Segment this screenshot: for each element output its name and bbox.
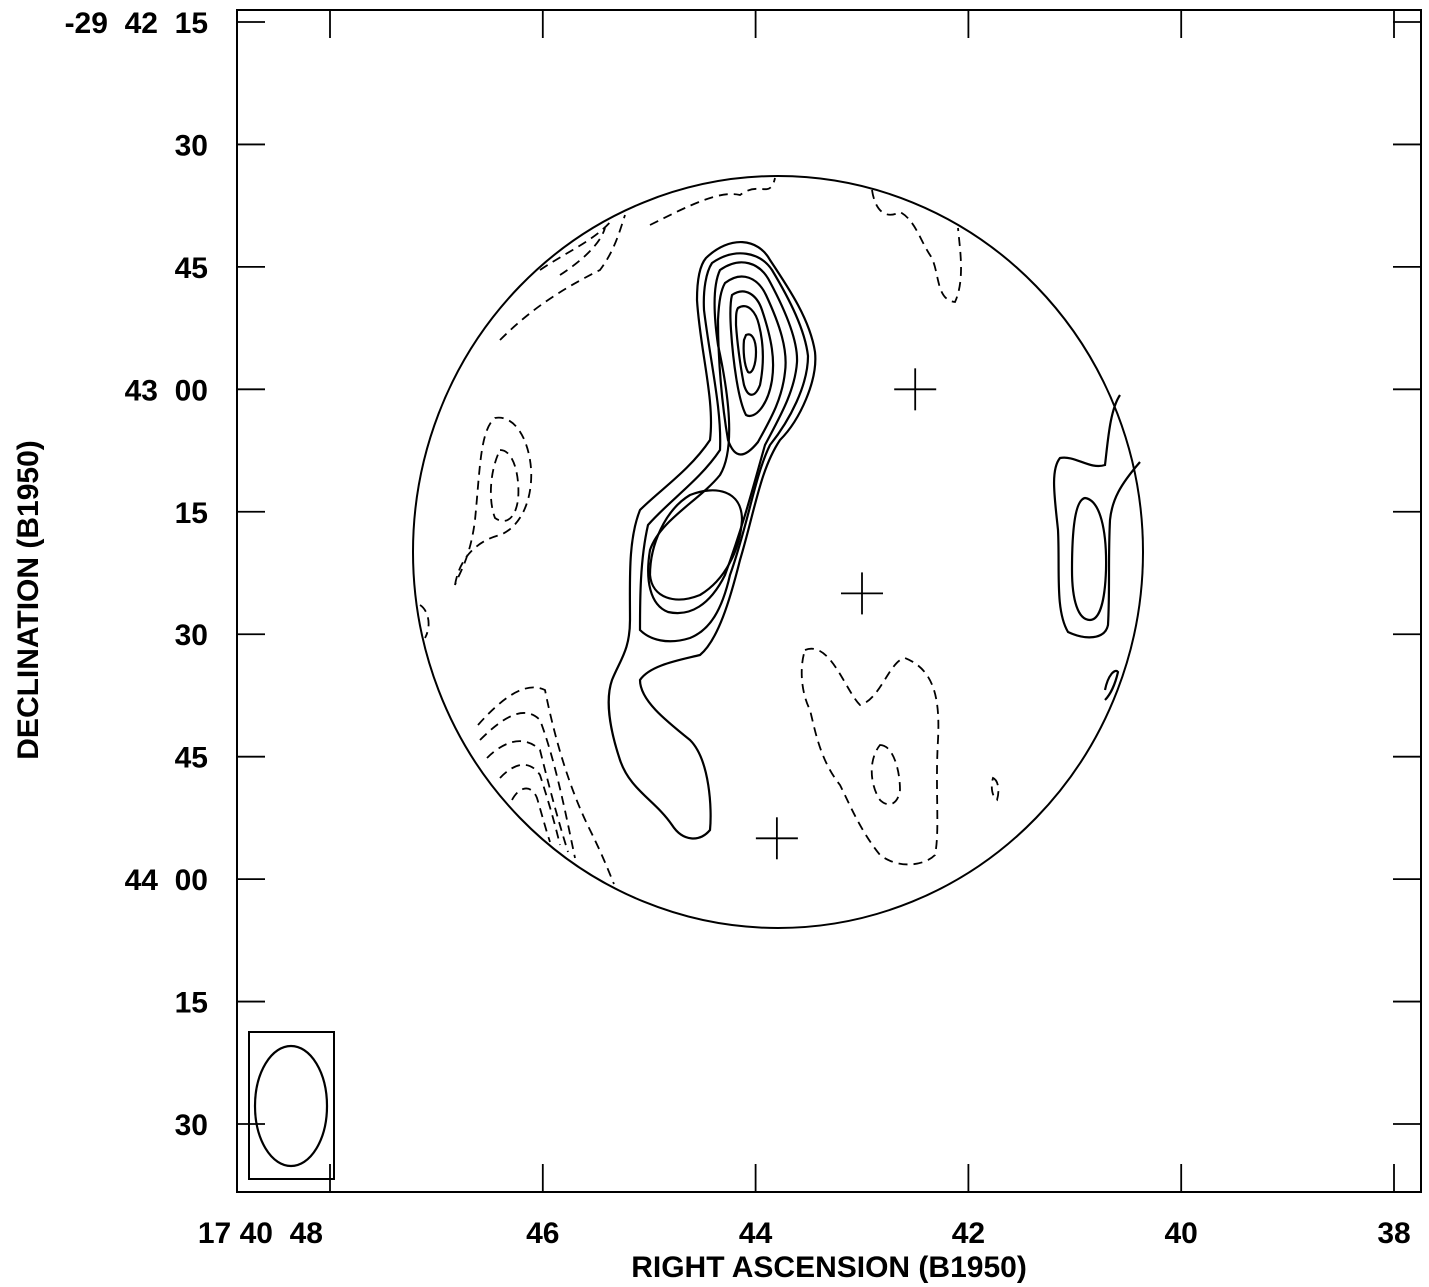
contour-source-6 xyxy=(734,305,764,396)
beam-inset-box xyxy=(248,1031,335,1180)
contour-source-outer xyxy=(607,241,817,840)
y-tick-label: 30 xyxy=(175,619,208,652)
contour-neg-nw-2 xyxy=(539,219,613,271)
contour-source-5 xyxy=(729,290,775,418)
plus-marker xyxy=(894,368,937,411)
positive-contours xyxy=(607,241,1141,840)
beam-ellipse xyxy=(253,1044,329,1168)
y-tick-label: 43 00 xyxy=(125,374,208,407)
negative-contours xyxy=(419,177,1000,885)
contour-sw-blob-inner xyxy=(648,489,744,601)
y-tick-label: -29 42 15 xyxy=(65,7,208,40)
contour-neg-sw-5 xyxy=(511,787,551,843)
y-tick-label: 15 xyxy=(175,987,208,1020)
x-tick-label: 17 40 48 xyxy=(198,1217,323,1250)
y-tick-label: 44 00 xyxy=(125,864,208,897)
x-tick-labels: 17 40 48 46 44 42 40 38 xyxy=(198,1217,1411,1250)
contour-neg-w-edge xyxy=(419,604,430,639)
plus-marker xyxy=(755,817,798,860)
contour-neg-se-2 xyxy=(870,744,901,806)
x-tick-label: 38 xyxy=(1377,1217,1410,1250)
contour-east-2 xyxy=(1070,496,1108,622)
contour-source-2 xyxy=(638,252,810,643)
contour-neg-se-1 xyxy=(800,647,940,866)
y-axis-title: DECLINATION (B1950) xyxy=(12,440,45,759)
y-tick-label: 15 xyxy=(175,497,208,530)
contour-neg-nw-3 xyxy=(559,227,606,276)
y-tick-label: 45 xyxy=(175,742,208,775)
y-tick-label: 30 xyxy=(175,1109,208,1142)
contour-neg-sw-3 xyxy=(486,740,569,853)
contour-neg-w-2 xyxy=(490,449,520,522)
plus-marker xyxy=(841,572,883,615)
contour-source-4 xyxy=(716,275,787,456)
contour-neg-sw-4 xyxy=(499,763,561,846)
contour-east-1 xyxy=(1052,394,1141,639)
x-tick-label: 42 xyxy=(952,1217,985,1250)
source-markers xyxy=(755,368,937,860)
contour-neg-top xyxy=(649,177,776,226)
contour-neg-se-3 xyxy=(990,776,1000,802)
contour-neg-sw-1 xyxy=(477,686,615,885)
x-tick-label: 40 xyxy=(1165,1217,1198,1250)
contour-neg-nw-1 xyxy=(499,214,626,341)
x-tick-label: 44 xyxy=(739,1217,773,1250)
primary-beam-circle xyxy=(412,175,1144,929)
axis-ticks xyxy=(237,10,1421,1192)
contour-neg-ne xyxy=(871,189,962,303)
y-tick-label: 30 xyxy=(175,129,208,162)
contour-source-3 xyxy=(647,261,799,615)
x-axis-title: RIGHT ASCENSION (B1950) xyxy=(631,1251,1027,1284)
contour-east-3 xyxy=(1103,669,1120,701)
contour-neg-sw-2 xyxy=(479,712,576,859)
y-tick-label: 45 xyxy=(175,252,208,285)
contour-neg-w-1 xyxy=(454,416,533,586)
y-tick-labels: -29 42 15 30 45 43 00 15 30 45 44 00 15 30 xyxy=(65,7,208,1142)
plot-frame xyxy=(236,9,1422,1193)
x-tick-label: 46 xyxy=(526,1217,559,1250)
contour-source-7 xyxy=(742,333,758,374)
